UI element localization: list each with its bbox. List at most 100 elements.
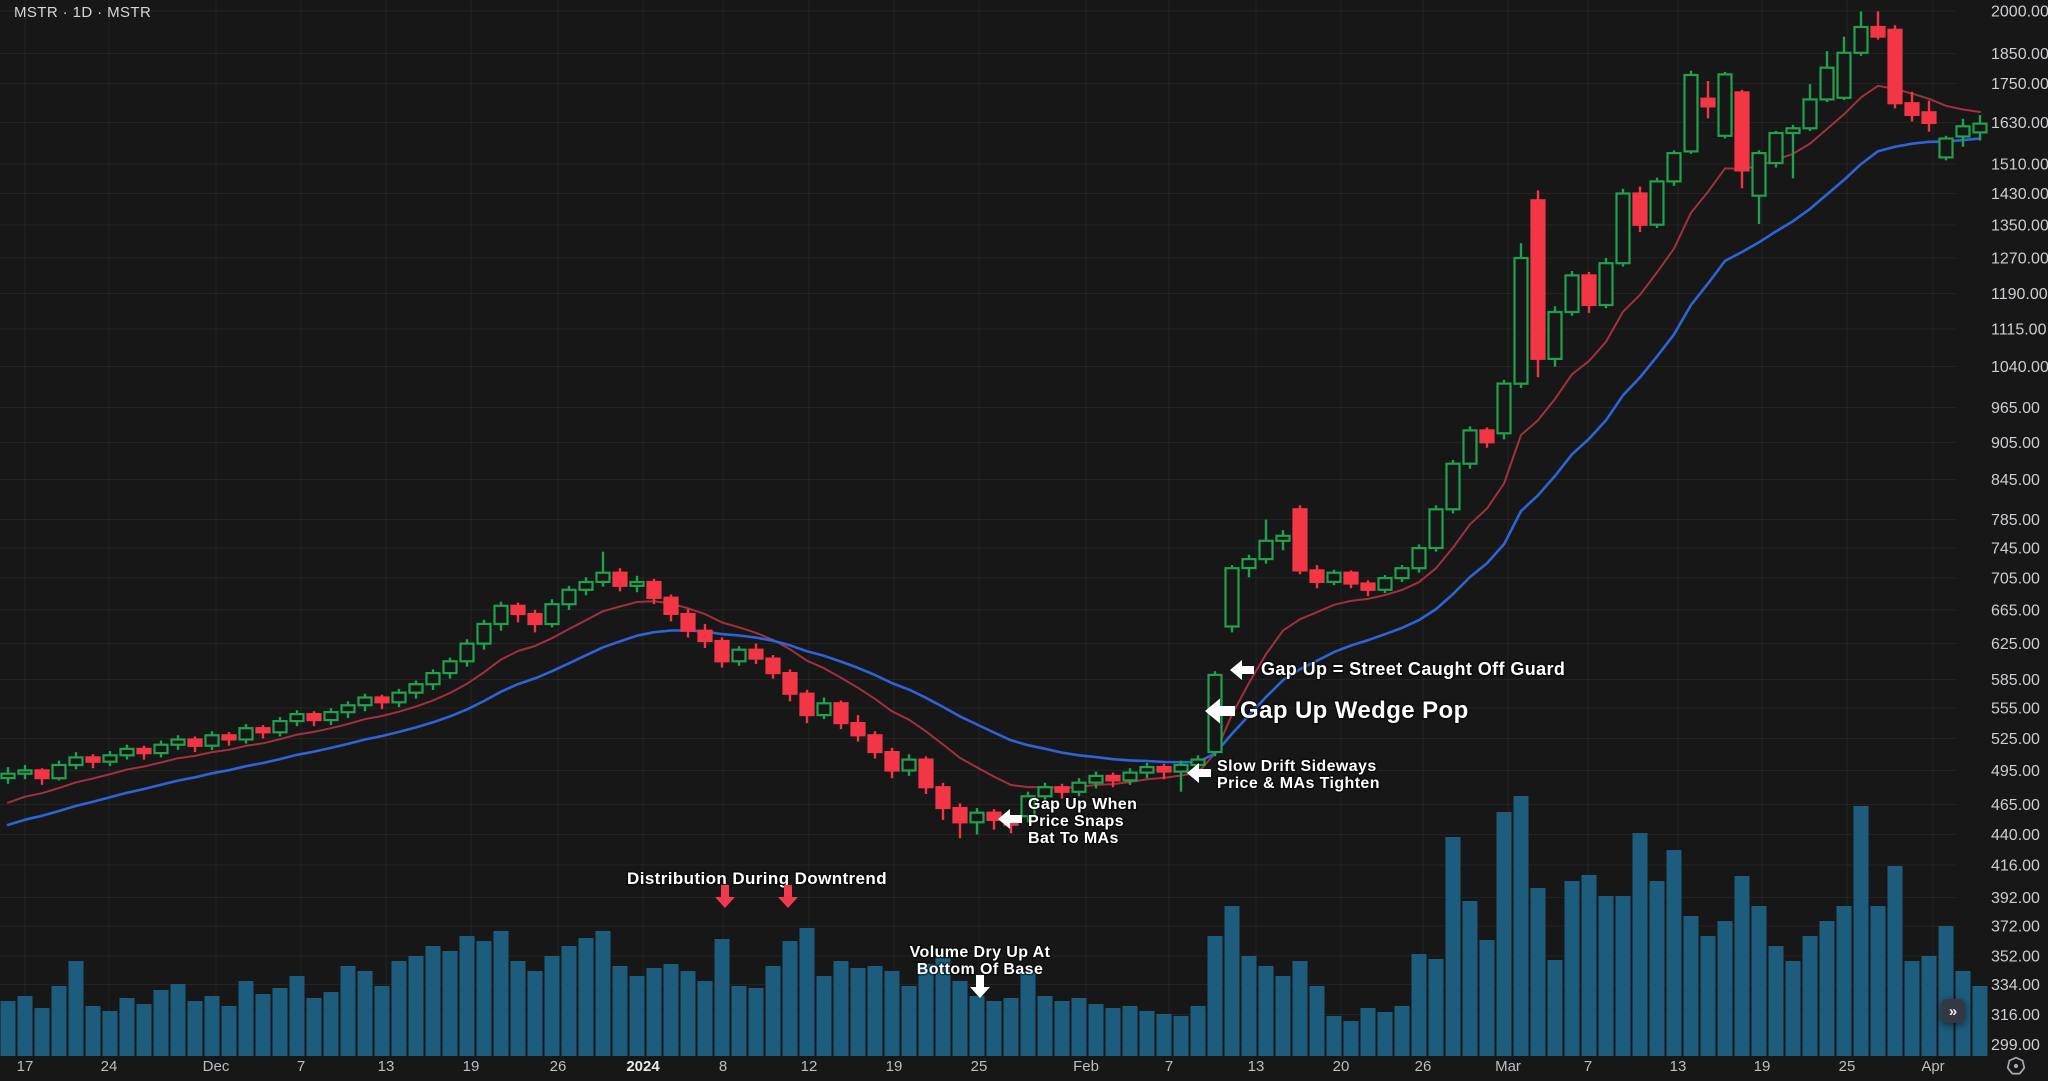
- annotation-slow-drift[interactable]: Slow Drift Sideways Price & MAs Tighten: [1187, 757, 1381, 794]
- scroll-to-latest-button[interactable]: »: [1941, 999, 1965, 1023]
- candle: [1955, 118, 1971, 147]
- candle: [1615, 188, 1631, 267]
- time-axis-label: Apr: [1921, 1058, 1944, 1075]
- volume-bar: [969, 996, 985, 1056]
- candle: [1411, 544, 1427, 573]
- volume-bar: [663, 964, 679, 1056]
- price-axis-label: 1630.00: [1991, 115, 2048, 132]
- candle: [714, 637, 730, 668]
- candle: [1649, 177, 1665, 228]
- time-axis-label: 13: [1248, 1058, 1265, 1075]
- candle: [1700, 81, 1716, 119]
- price-axis-label: 440.00: [1991, 827, 2040, 844]
- annotation-volume-dry-up[interactable]: Volume Dry Up At Bottom Of Base: [908, 943, 1052, 998]
- time-axis[interactable]: 17 24 Dec 7 13 19 26 2024 8 12 19 25 Feb 7 13 20 26 Mar 7 1…: [17, 1058, 1945, 1075]
- volume-bar: [1717, 921, 1733, 1056]
- volume-bar: [1122, 1006, 1138, 1056]
- candle: [544, 599, 560, 628]
- volume-bar: [1972, 986, 1988, 1056]
- price-axis-label: 1040.00: [1991, 359, 2048, 376]
- time-axis-label: Mar: [1495, 1058, 1521, 1075]
- volume-bar: [1836, 906, 1852, 1056]
- block-arrow-left-icon: [1205, 698, 1235, 724]
- volume-bar: [1003, 998, 1019, 1056]
- candle: [459, 639, 475, 667]
- volume-bar: [476, 941, 492, 1056]
- price-axis-label: 1190.00: [1991, 286, 2048, 303]
- volume-bar: [1904, 961, 1920, 1056]
- candle: [1768, 131, 1784, 168]
- volume-bar: [1530, 888, 1546, 1056]
- candle: [255, 725, 271, 739]
- volume-bar: [272, 988, 288, 1056]
- price-axis-label: 1510.00: [1991, 156, 2048, 173]
- time-axis-label: 24: [101, 1058, 118, 1075]
- price-axis-label: 372.00: [1991, 918, 2040, 935]
- time-axis-label: Dec: [203, 1058, 230, 1075]
- candle: [51, 760, 67, 781]
- volume-bar: [952, 981, 968, 1056]
- candle: [1445, 460, 1461, 514]
- candle: [561, 585, 577, 610]
- volume-bar: [1802, 936, 1818, 1056]
- candle: [850, 715, 866, 742]
- candlestick-series: [0, 11, 1988, 839]
- candle: [748, 643, 764, 664]
- candle: [0, 767, 16, 784]
- volume-bar: [340, 966, 356, 1056]
- candle: [1547, 306, 1563, 367]
- annotation-wedge-pop[interactable]: Gap Up Wedge Pop: [1205, 696, 1470, 726]
- annotation-street-caught[interactable]: Gap Up = Street Caught Off Guard: [1230, 658, 1566, 681]
- candle: [1802, 84, 1818, 131]
- price-axis[interactable]: 2000.00 1850.00 1750.00 1630.00 1510.00 1430.…: [1991, 4, 2048, 1055]
- slow-ma-line[interactable]: [6, 137, 1982, 827]
- candle: [1513, 243, 1529, 388]
- candle: [1377, 575, 1393, 593]
- price-axis-label: 1850.00: [1991, 46, 2048, 63]
- annotation-gap-up-snap-back[interactable]: Gap Up When Price Snaps Bat To MAs: [998, 795, 1138, 849]
- volume-bar: [1394, 1006, 1410, 1056]
- candle: [425, 669, 441, 690]
- candle: [1360, 580, 1376, 597]
- volume-bar: [17, 996, 33, 1056]
- candle: [969, 808, 985, 835]
- candle: [187, 736, 203, 753]
- volume-bar: [1258, 966, 1274, 1056]
- candle: [1037, 782, 1053, 801]
- candle: [833, 700, 849, 730]
- price-axis-label: 965.00: [1991, 400, 2040, 417]
- time-axis-label: Feb: [1073, 1058, 1099, 1075]
- volume-bar: [1649, 881, 1665, 1056]
- candle: [952, 803, 968, 839]
- gear-icon[interactable]: [2003, 1053, 2029, 1079]
- candle: [527, 609, 543, 633]
- volume-bar: [136, 1004, 152, 1056]
- volume-bar: [867, 966, 883, 1056]
- candle: [901, 754, 917, 776]
- symbol-legend[interactable]: MSTR · 1D · MSTR: [14, 4, 152, 21]
- volume-bar: [1105, 1008, 1121, 1056]
- candle: [1530, 190, 1546, 378]
- price-axis-label: 392.00: [1991, 890, 2040, 907]
- candle: [442, 657, 458, 679]
- volume-bar: [425, 946, 441, 1056]
- volume-bar: [306, 998, 322, 1056]
- candle: [340, 701, 356, 719]
- volume-bar: [1428, 959, 1444, 1056]
- time-axis-label: 26: [1415, 1058, 1432, 1075]
- volume-bar: [1360, 1008, 1376, 1056]
- volume-bar: [1462, 901, 1478, 1056]
- price-axis-label: 1430.00: [1991, 186, 2048, 203]
- candle: [1156, 763, 1172, 780]
- candle: [884, 747, 900, 779]
- candle: [1734, 89, 1750, 189]
- candle: [986, 809, 1002, 830]
- annotation-distribution[interactable]: Distribution During Downtrend: [626, 868, 888, 908]
- block-arrow-left-icon: [1230, 660, 1254, 680]
- fast-ma-line[interactable]: [7, 84, 1981, 804]
- volume-bar: [646, 968, 662, 1056]
- price-axis-label: 905.00: [1991, 435, 2040, 452]
- volume-bar: [1445, 837, 1461, 1056]
